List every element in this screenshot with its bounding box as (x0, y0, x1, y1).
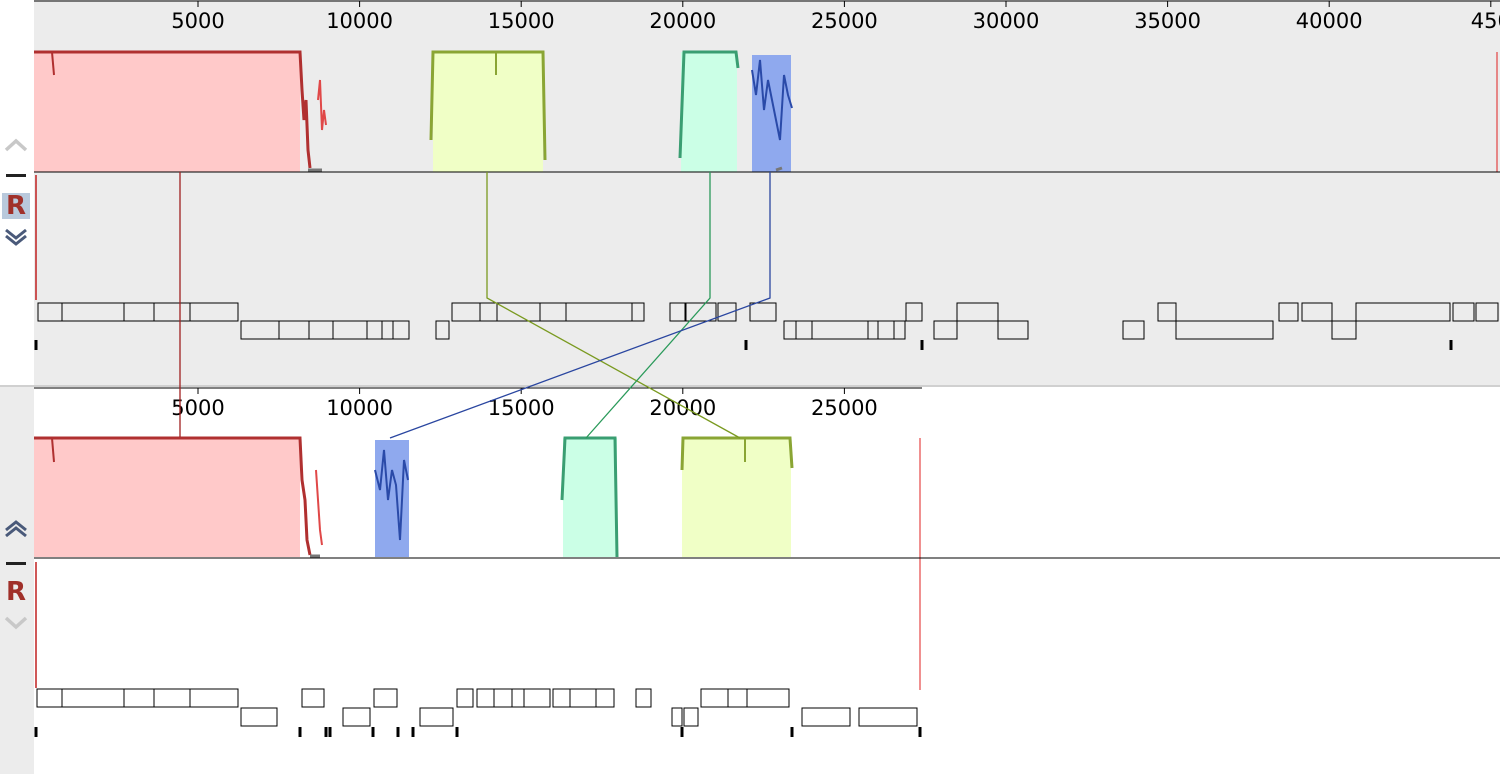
lcb-green-block-2[interactable] (563, 438, 617, 557)
axis-tick-label: 15000 (488, 9, 555, 33)
gene-feature[interactable] (524, 689, 550, 707)
axis-tick-label: 35000 (1134, 9, 1201, 33)
axis-tick-label: 5000 (171, 9, 224, 33)
gene-feature[interactable] (596, 689, 614, 707)
gene-feature[interactable] (302, 689, 324, 707)
gene-feature[interactable] (494, 689, 512, 707)
gene-feature[interactable] (672, 708, 682, 726)
gene-feature[interactable] (684, 708, 698, 726)
gene-feature[interactable] (124, 689, 154, 707)
chevron-up-icon[interactable] (2, 134, 30, 156)
gene-feature[interactable] (553, 689, 570, 707)
gene-feature[interactable] (859, 708, 917, 726)
lcb-yellow-block[interactable] (433, 52, 543, 172)
reference-toggle-button[interactable]: R (2, 578, 30, 606)
gene-feature[interactable] (728, 689, 747, 707)
gene-feature[interactable] (802, 708, 850, 726)
reference-label: R (2, 579, 30, 605)
axis-tick-label: 20000 (649, 396, 716, 420)
chevron-double-down-icon[interactable] (2, 226, 30, 248)
gene-feature[interactable] (477, 689, 494, 707)
chevron-double-up-icon[interactable] (2, 518, 30, 540)
axis-tick-label: 25000 (811, 396, 878, 420)
gene-feature[interactable] (241, 708, 277, 726)
lcb-yellow-block-2[interactable] (682, 438, 791, 557)
genome-2-ruler: 5000 10000 15000 20000 25000 (34, 388, 922, 420)
axis-tick-label: 30000 (973, 9, 1040, 33)
gene-feature[interactable] (37, 689, 62, 707)
reference-toggle-button[interactable]: R (2, 192, 30, 220)
gene-feature[interactable] (374, 689, 397, 707)
gene-feature[interactable] (62, 689, 124, 707)
lcb-green-block[interactable] (681, 52, 737, 172)
axis-tick-label: 450 (1471, 9, 1500, 33)
axis-tick-label: 5000 (171, 396, 224, 420)
genome-1-controls: R (0, 130, 34, 260)
lcb-blue-block-2[interactable] (375, 440, 409, 557)
gene-feature[interactable] (457, 689, 473, 707)
gene-feature[interactable] (512, 689, 524, 707)
gene-feature[interactable] (701, 689, 728, 707)
reference-label: R (2, 193, 30, 219)
axis-tick-label: 10000 (326, 9, 393, 33)
axis-tick-label: 25000 (811, 9, 878, 33)
gene-feature[interactable] (636, 689, 651, 707)
axis-tick-label: 20000 (649, 9, 716, 33)
gene-feature[interactable] (420, 708, 453, 726)
lcb-red-block[interactable] (34, 52, 300, 172)
axis-tick-label: 15000 (488, 396, 555, 420)
gene-feature[interactable] (747, 689, 789, 707)
gene-feature[interactable] (343, 708, 370, 726)
collapse-icon[interactable] (6, 562, 26, 565)
genome-2-gene-features[interactable] (36, 689, 920, 737)
axis-tick-label: 10000 (326, 396, 393, 420)
panel-separator (0, 385, 1500, 387)
chevron-down-icon[interactable] (2, 612, 30, 634)
lcb-red-block-2[interactable] (34, 438, 300, 557)
gene-feature[interactable] (154, 689, 190, 707)
gene-feature[interactable] (570, 689, 596, 707)
axis-tick-label: 40000 (1296, 9, 1363, 33)
collapse-icon[interactable] (6, 174, 26, 177)
genome-2-track (34, 438, 1500, 690)
gene-feature[interactable] (190, 689, 238, 707)
genome-2-controls: R (0, 516, 34, 646)
